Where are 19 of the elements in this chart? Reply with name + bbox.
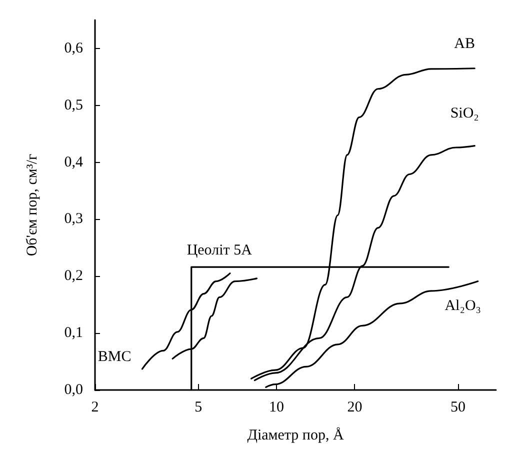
x-tick-label: 20	[347, 400, 362, 416]
series-label: ВМС	[98, 348, 132, 365]
y-tick-label: 0,1	[64, 325, 83, 342]
y-tick-label: 0,5	[64, 97, 83, 114]
y-tick-label: 0,0	[64, 382, 83, 398]
series-label: Цеоліт 5A	[186, 242, 252, 259]
x-tick-label: 5	[194, 400, 202, 416]
y-axis-title: Об'єм пор, см³/г	[24, 154, 40, 256]
y-tick-label: 0,4	[64, 154, 84, 170]
y-tick-label: 0,3	[64, 211, 83, 228]
series-label: SiO₂	[450, 105, 479, 122]
x-axis-title: Діаметр пор, Å	[247, 426, 344, 444]
series-label: Al₂O₃	[444, 298, 482, 314]
y-tick-label: 0,6	[64, 40, 84, 56]
x-tick-label: 2	[91, 400, 99, 416]
y-tick-label: 0,2	[64, 268, 83, 284]
series-label: AB	[454, 36, 476, 52]
x-tick-label: 10	[269, 400, 284, 416]
x-tick-label: 50	[450, 400, 466, 416]
